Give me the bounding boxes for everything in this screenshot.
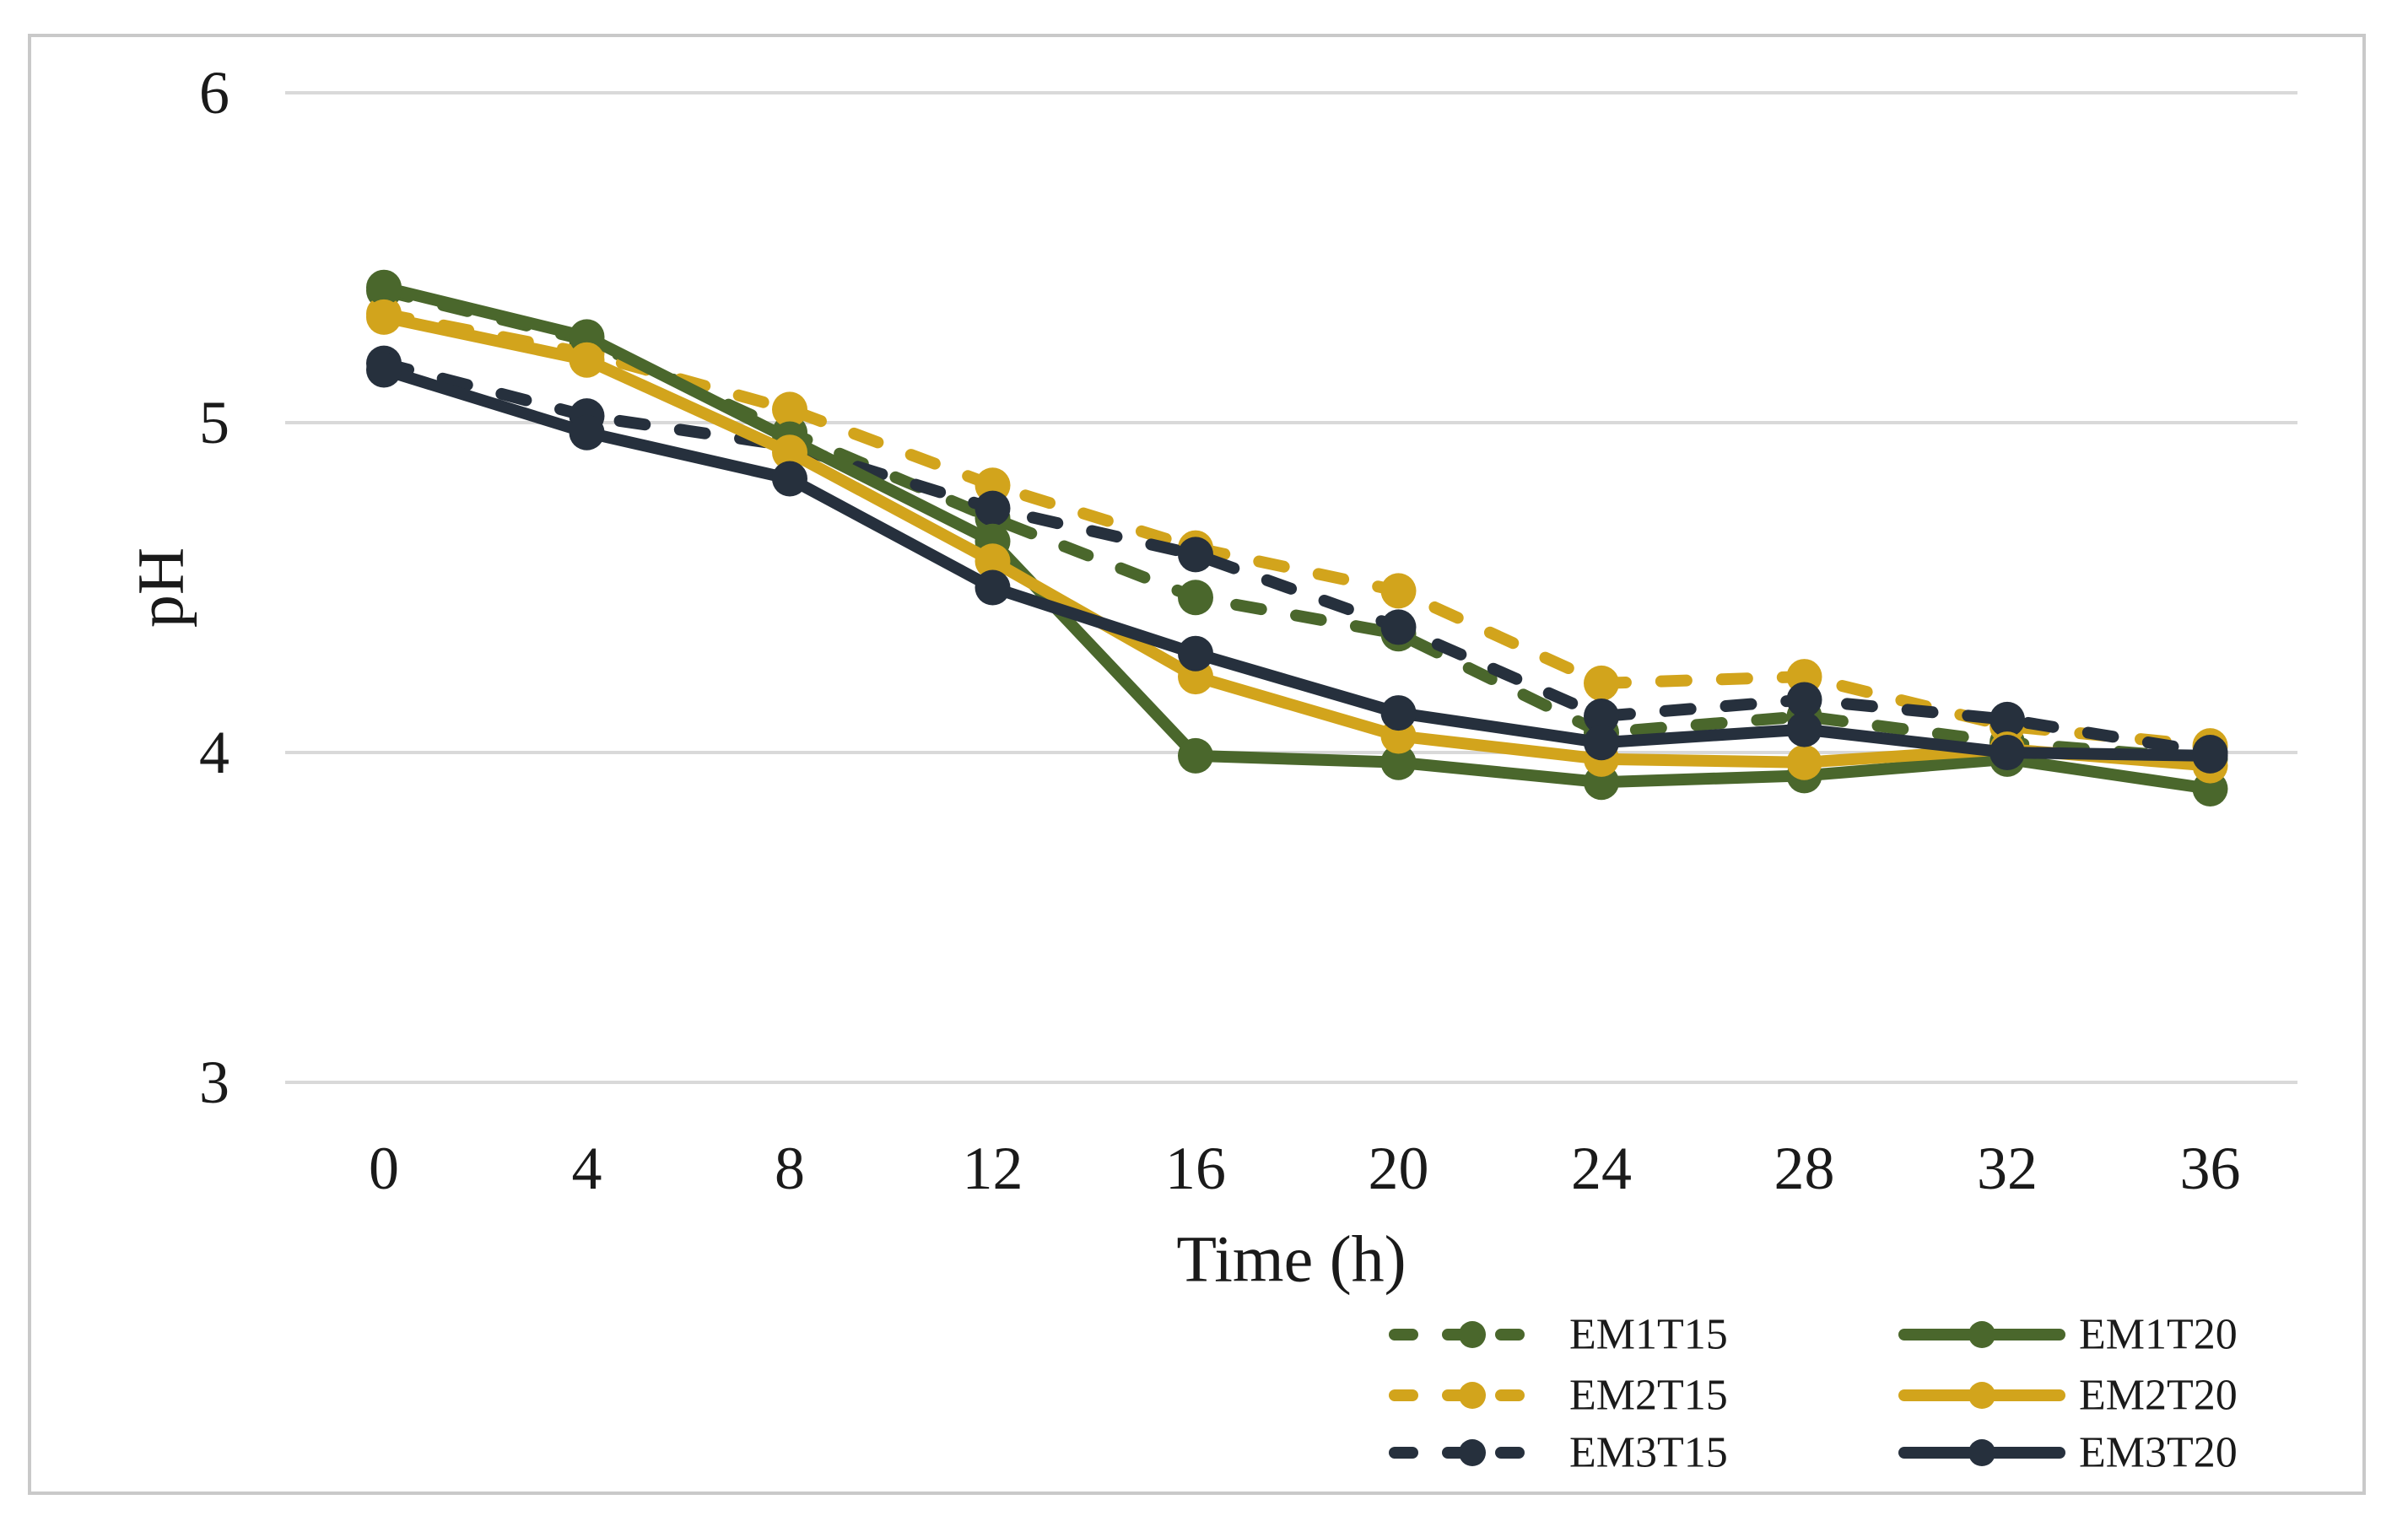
legend-item-EM1T15: EM1T15 <box>1389 1311 1728 1359</box>
x-tick-label-36: 36 <box>2180 1135 2241 1202</box>
legend-swatch-marker-EM3T20 <box>1968 1439 1995 1466</box>
marker-EM2T20-t4 <box>569 342 605 378</box>
legend-label-EM2T15: EM2T15 <box>1569 1372 1728 1420</box>
legend-label-EM1T20: EM1T20 <box>2079 1311 2238 1359</box>
legend-item-EM3T15: EM3T15 <box>1389 1429 1728 1477</box>
legend-swatch-marker-EM2T15 <box>1459 1382 1486 1409</box>
marker-EM2T15-t8 <box>772 391 807 428</box>
marker-EM2T20-t12 <box>975 543 1011 580</box>
x-tick-label-4: 4 <box>572 1135 602 1202</box>
series-EM3T20 <box>366 352 2228 774</box>
x-tick-label-12: 12 <box>963 1135 1023 1202</box>
marker-EM3T15-t28 <box>1786 682 1822 718</box>
legend-item-EM3T20: EM3T20 <box>1898 1429 2238 1477</box>
series-line-EM2T20 <box>378 310 2216 772</box>
marker-EM3T20-t0 <box>366 352 402 388</box>
marker-EM1T20-t20 <box>1380 744 1417 780</box>
x-tick-label-20: 20 <box>1369 1135 1429 1202</box>
x-tick-label-0: 0 <box>369 1135 399 1202</box>
y-axis-title: pH <box>124 548 197 628</box>
marker-EM1T20-t16 <box>1178 737 1213 774</box>
legend-label-EM3T15: EM3T15 <box>1569 1429 1728 1477</box>
legend-item-EM2T20: EM2T20 <box>1898 1372 2238 1420</box>
marker-EM3T15-t16 <box>1178 537 1213 573</box>
legend-label-EM3T20: EM3T20 <box>2079 1429 2238 1477</box>
x-tick-label-24: 24 <box>1571 1135 1632 1202</box>
marker-EM3T20-t8 <box>772 461 807 497</box>
legend: EM1T15 EM2T15 EM3T15 EM1T20 EM2T20 EM3T20 <box>1389 1311 2238 1477</box>
marker-EM1T15-t16 <box>1178 580 1213 616</box>
x-tick-label-28: 28 <box>1774 1135 1835 1202</box>
y-tick-label-4: 4 <box>199 719 229 786</box>
legend-label-EM2T20: EM2T20 <box>2079 1372 2238 1420</box>
marker-EM3T15-t32 <box>1990 701 2025 737</box>
marker-EM2T15-t24 <box>1584 665 1619 701</box>
series-line-EM1T20 <box>378 281 2216 796</box>
marker-EM3T20-t36 <box>2192 737 2228 774</box>
x-tick-label-16: 16 <box>1165 1135 1226 1202</box>
x-tick-label-8: 8 <box>775 1135 805 1202</box>
legend-swatch-marker-EM1T20 <box>1968 1321 1995 1348</box>
marker-EM3T15-t20 <box>1380 609 1417 645</box>
marker-EM3T20-t12 <box>975 569 1011 606</box>
legend-item-EM1T20: EM1T20 <box>1898 1311 2238 1359</box>
series-line-EM3T20 <box>378 364 2216 762</box>
marker-EM2T20-t0 <box>366 299 402 335</box>
marker-EM2T20-t8 <box>772 434 807 471</box>
marker-EM2T20-t28 <box>1786 744 1822 780</box>
marker-EM3T20-t24 <box>1584 725 1619 761</box>
y-tick-label-3: 3 <box>199 1049 229 1116</box>
marker-EM3T20-t16 <box>1178 635 1213 672</box>
marker-EM3T20-t32 <box>1990 735 2025 770</box>
legend-swatch-marker-EM2T20 <box>1968 1382 1995 1409</box>
marker-EM3T15-t12 <box>975 490 1011 526</box>
y-axis-tick-labels: 6 5 4 3 <box>199 59 229 1116</box>
legend-item-EM2T15: EM2T15 <box>1389 1372 1728 1420</box>
legend-label-EM1T15: EM1T15 <box>1569 1311 1728 1359</box>
marker-EM3T15-t24 <box>1584 698 1619 734</box>
y-tick-label-6: 6 <box>199 59 229 127</box>
marker-EM2T15-t20 <box>1380 573 1417 609</box>
marker-EM3T20-t28 <box>1786 711 1822 747</box>
legend-swatch-marker-EM3T15 <box>1459 1439 1486 1466</box>
y-tick-label-5: 5 <box>199 389 229 456</box>
x-axis-title: Time (h) <box>1176 1222 1406 1296</box>
legend-swatch-marker-EM1T15 <box>1459 1321 1486 1348</box>
x-axis-tick-labels: 0 4 8 12 16 20 24 28 32 36 <box>369 1135 2241 1202</box>
x-tick-label-32: 32 <box>1977 1135 2038 1202</box>
marker-EM3T20-t20 <box>1380 695 1417 731</box>
series-line-EM3T15 <box>378 357 2216 758</box>
marker-EM1T20-t0 <box>366 269 402 305</box>
marker-EM3T20-t4 <box>569 414 605 450</box>
